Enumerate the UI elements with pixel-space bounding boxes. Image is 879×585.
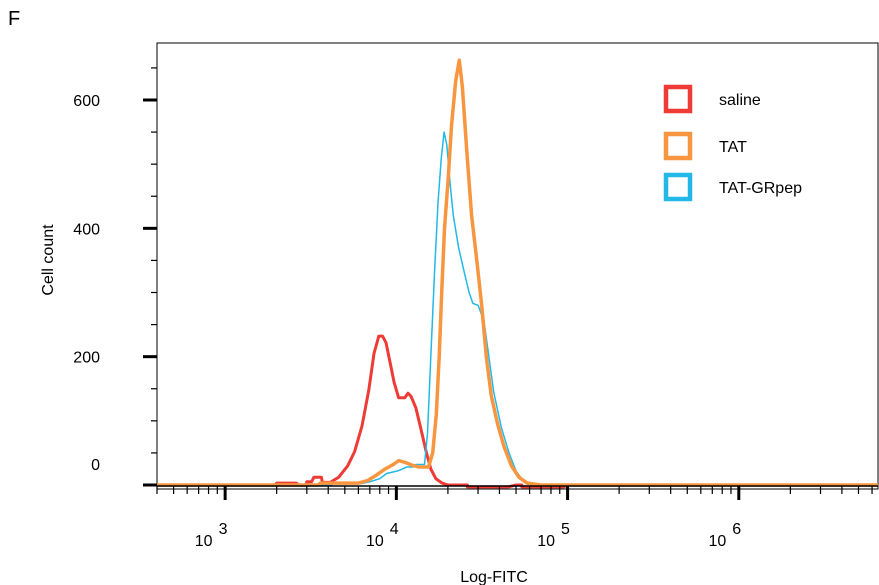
y-tick-label: 0 xyxy=(91,457,100,474)
axis-layer: 103 104 105 106 0 200 400 600 xyxy=(73,67,878,550)
x-tick-label: 103 xyxy=(195,521,228,550)
legend-label-tat-grpep: TAT-GRpep xyxy=(719,180,802,197)
legend-label-tat: TAT xyxy=(719,139,747,156)
x-tick-label: 106 xyxy=(708,521,741,550)
y-tick-label: 400 xyxy=(73,221,100,238)
plot-frame xyxy=(156,42,879,490)
legend-swatch-saline xyxy=(663,84,693,114)
y-tick-label: 600 xyxy=(73,93,100,110)
legend: saline TAT TAT-GRpep xyxy=(663,84,802,202)
x-axis-label: Log-FITC xyxy=(460,569,528,585)
series-line-tat xyxy=(157,58,878,487)
legend-swatch-tat xyxy=(663,131,693,161)
legend-label-saline: saline xyxy=(719,92,761,109)
legend-swatch-tat-grpep xyxy=(663,172,693,202)
series-line-saline xyxy=(157,334,878,489)
x-tick-label: 104 xyxy=(366,521,399,550)
y-tick-label: 200 xyxy=(73,350,100,367)
series-layer xyxy=(157,58,878,489)
x-tick-label: 105 xyxy=(537,521,570,550)
y-axis-label: Cell count xyxy=(40,224,57,296)
panel-label: F xyxy=(8,8,21,30)
